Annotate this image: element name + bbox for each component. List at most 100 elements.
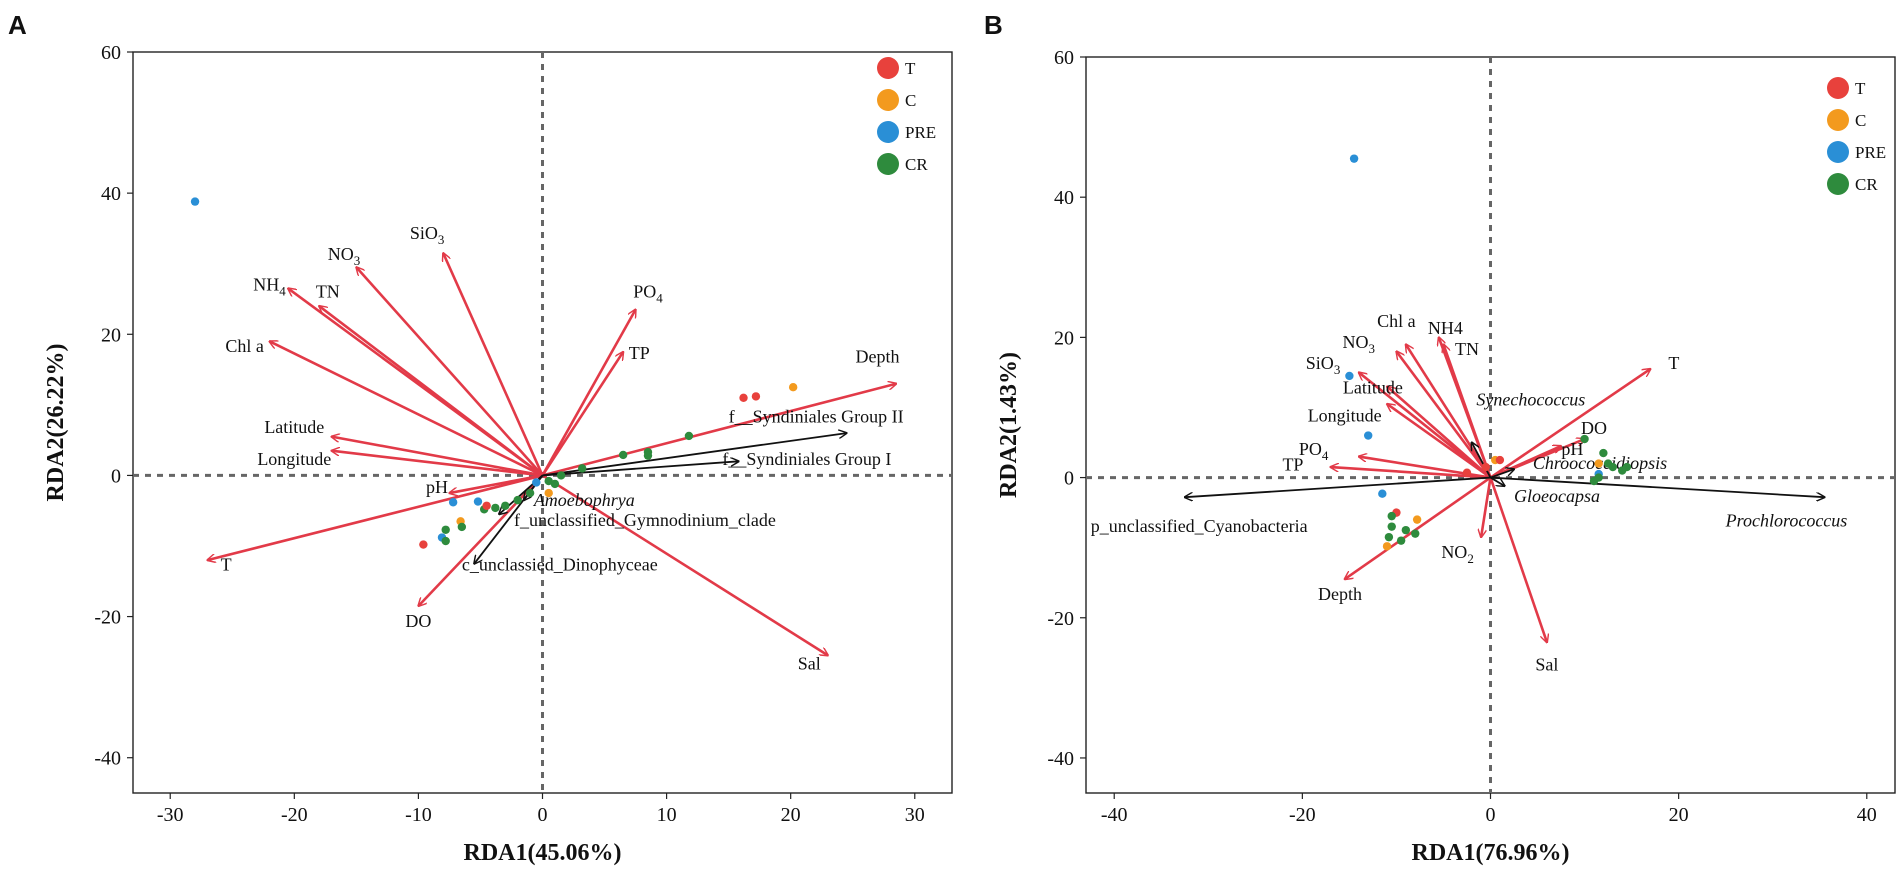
a-env-arrow: [356, 267, 544, 477]
b-taxon-arrow: [1472, 443, 1492, 478]
a-sample-point-cr: [618, 450, 628, 460]
b-legend-marker-cr: [1827, 173, 1849, 195]
b-env-arrow: [1387, 404, 1492, 479]
b-legend-label-cr: CR: [1855, 175, 1878, 194]
a-sample-point-pre: [448, 498, 458, 507]
a-env-arrow: [541, 310, 636, 477]
b-sample-point-pre: [1345, 371, 1354, 381]
a-taxon-arrow-label: c_unclassied_Dinophyceae: [462, 555, 658, 575]
a-taxon-arrow-label: f__Syndiniales Group II: [729, 407, 904, 427]
a-env-arrow-label: TN: [316, 282, 340, 302]
panel-b-axes: -40 -20 0 20 40 -40 -20 0 20 40 60 RDA1(76.96%) RDA2…: [996, 47, 1896, 866]
a-sample-point-t: [751, 392, 761, 401]
a-sample-point-t: [482, 501, 491, 510]
a-taxon-arrow-label: Amoebophrya: [533, 490, 635, 510]
b-env-arrow-label: Longitude: [1308, 405, 1382, 425]
a-y-tick-label: 40: [101, 183, 121, 205]
b-taxon-arrow-label: Gloeocapsa: [1514, 486, 1600, 506]
a-legend-label-pre: PRE: [905, 123, 936, 142]
a-sample-point-cr: [441, 525, 450, 534]
b-env-arrow-label: PO4: [1299, 439, 1329, 463]
b-sample-point-cr: [1580, 434, 1589, 444]
b-y-tick-label: 0: [1064, 468, 1074, 490]
a-legend-label-t: T: [905, 59, 916, 78]
a-sample-point-cr: [491, 503, 500, 513]
panel-b-taxa-arrows: SynechococcusChroococcidiopsisGloeocapsa…: [1091, 389, 1848, 536]
b-y-axis-title: RDA2(1.43%): [996, 352, 1022, 498]
a-env-arrow: [207, 474, 543, 560]
b-legend-label-t: T: [1855, 79, 1866, 98]
a-env-arrow-label: NH4: [253, 275, 286, 299]
a-env-arrow: [541, 474, 828, 655]
b-sample-point-t: [1495, 455, 1505, 465]
b-x-tick-label: 20: [1669, 804, 1689, 826]
a-env-arrow: [319, 306, 544, 477]
a-legend-marker-c: [877, 89, 899, 111]
a-sample-point-pre: [190, 197, 200, 206]
panel-a-axes: -30 -20 -10 0 10 20 30 -40 -20 0 20 40 60 RDA1(45.06%…: [43, 42, 953, 866]
a-sample-point-cr: [501, 501, 510, 510]
b-sample-point-cr: [1396, 536, 1406, 545]
b-sample-point-c: [1594, 459, 1603, 468]
a-y-axis-title: RDA2(26.22%): [43, 344, 69, 502]
panel-a-letter: A: [8, 10, 27, 40]
b-env-arrow-label: TP: [1282, 455, 1303, 475]
a-sample-point-c: [788, 383, 798, 392]
a-sample-point-pre: [532, 478, 541, 487]
a-env-arrow: [418, 474, 544, 606]
b-env-arrow-label: Depth: [1318, 584, 1362, 604]
a-taxon-arrow: [542, 461, 739, 477]
a-env-arrow: [443, 253, 544, 476]
b-sample-point-pre: [1349, 154, 1359, 163]
a-x-tick-label: 30: [905, 804, 925, 826]
b-sample-point-c: [1412, 515, 1422, 524]
b-env-arrow-label: NO3: [1343, 332, 1376, 356]
b-legend-marker-t: [1827, 77, 1849, 99]
b-y-tick-label: -20: [1047, 608, 1074, 630]
a-env-arrow-label: T: [221, 555, 232, 575]
a-env-arrow-label: DO: [405, 611, 431, 631]
a-sample-point-cr: [643, 451, 653, 460]
a-sample-point-cr: [684, 431, 694, 441]
b-sample-point-cr: [1608, 462, 1617, 472]
a-legend-marker-pre: [877, 121, 899, 143]
a-y-tick-label: 20: [101, 324, 121, 346]
panel-b-legend: TC PRE CR: [1827, 77, 1886, 195]
b-sample-point-cr: [1599, 448, 1608, 458]
b-env-arrow: [1331, 467, 1491, 479]
b-taxon-arrow: [1490, 469, 1515, 479]
b-legend-marker-pre: [1827, 141, 1849, 163]
panel-b: B -40 -20 0 20 40 -40 -20 0 20 40 60 RDA1(76.96%) RD…: [984, 10, 1896, 866]
a-sample-point-pre: [473, 497, 483, 506]
a-sample-point-cr: [578, 464, 587, 473]
b-env-arrow-label: Chl a: [1377, 311, 1416, 331]
a-env-arrow: [332, 437, 543, 477]
a-taxon-arrow-label: f_unclassified_Gymnodinium_clade: [514, 510, 776, 530]
a-x-tick-label: 10: [657, 804, 677, 826]
a-sample-point-cr: [550, 479, 560, 489]
b-env-arrow: [1406, 344, 1492, 479]
a-taxon-arrow-label: f__Syndiniales Group I: [722, 449, 891, 469]
b-taxon-arrow-label: Synechococcus: [1476, 389, 1585, 409]
b-x-tick-label: -20: [1289, 804, 1316, 826]
panel-a: A -30 -20 -10 0 10 20 30 -40 -20 0 20 40 60 RDA1(45.0…: [8, 10, 953, 866]
panel-b-points: [1345, 154, 1632, 551]
b-env-arrow: [1396, 351, 1492, 479]
a-env-arrow: [332, 451, 543, 477]
b-legend-label-c: C: [1855, 111, 1866, 130]
a-legend-label-c: C: [905, 91, 916, 110]
b-legend-label-pre: PRE: [1855, 143, 1886, 162]
b-env-arrow: [1345, 476, 1492, 580]
a-env-arrow-label: SiO3: [410, 223, 445, 247]
b-sample-point-pre: [1378, 489, 1387, 498]
b-env-arrow: [1359, 372, 1492, 479]
a-y-tick-label: 0: [111, 465, 121, 487]
b-sample-point-cr: [1622, 462, 1632, 472]
a-y-tick-label: 60: [101, 42, 121, 64]
a-legend-marker-t: [877, 57, 899, 79]
b-env-arrow-label: NO2: [1441, 542, 1474, 566]
a-env-arrow: [542, 384, 897, 477]
a-sample-point-t: [419, 540, 428, 549]
b-env-arrow-label: T: [1668, 353, 1679, 373]
